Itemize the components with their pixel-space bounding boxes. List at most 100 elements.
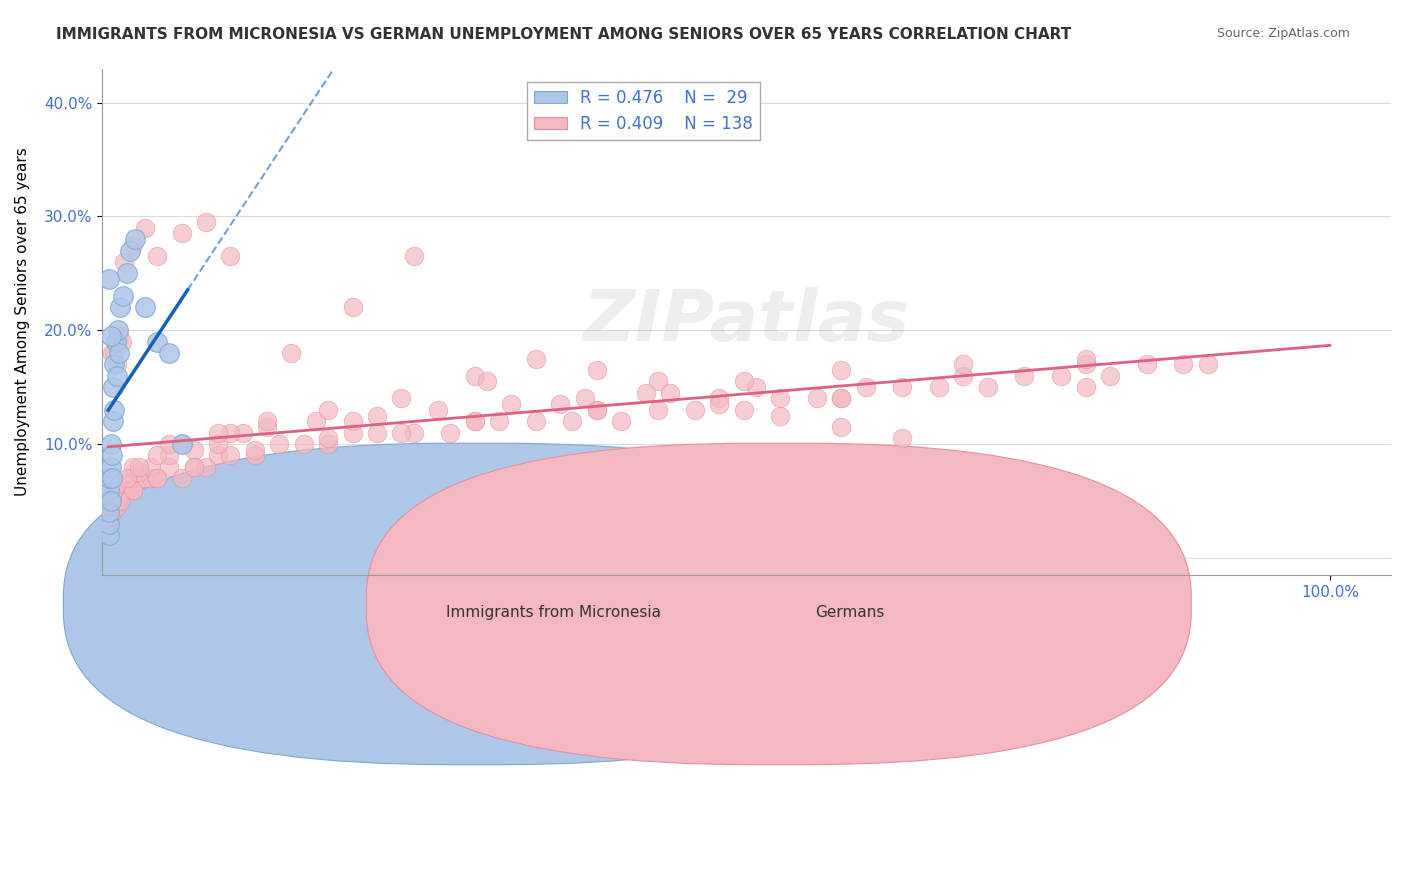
Point (103, 494, 125, 508)
Point (733, 402, 755, 417)
Point (928, 380, 950, 394)
Point (98, 272, 121, 286)
Point (391, 392, 413, 406)
Point (134, 301, 156, 315)
Point (194, 459, 217, 474)
Point (342, 425, 364, 440)
Point (830, 392, 852, 406)
Point (269, 437, 291, 451)
Point (103, 483, 125, 497)
Point (769, 409, 792, 423)
Text: Immigrants from Micronesia: Immigrants from Micronesia (446, 605, 661, 620)
Point (464, 368, 486, 383)
Point (101, 380, 124, 394)
Point (101, 488, 124, 502)
Point (1098, 368, 1121, 383)
Point (952, 368, 974, 383)
Point (475, 375, 498, 389)
Point (647, 402, 669, 417)
Point (108, 483, 131, 497)
Point (110, 301, 132, 315)
Point (586, 363, 609, 377)
Legend: R = 0.476    N =  29, R = 0.409    N = 138: R = 0.476 N = 29, R = 0.409 N = 138 (527, 82, 759, 139)
Point (524, 351, 547, 366)
Point (707, 397, 730, 411)
Point (1074, 357, 1097, 371)
Point (112, 255, 135, 269)
Point (146, 471, 169, 485)
Point (855, 380, 877, 394)
Point (139, 471, 162, 485)
Point (830, 392, 852, 406)
Point (157, 346, 180, 360)
Point (183, 459, 205, 474)
Point (439, 425, 461, 440)
Point (100, 494, 122, 508)
Point (146, 449, 169, 463)
Point (830, 363, 852, 377)
Point (219, 249, 242, 263)
Point (170, 437, 193, 451)
Point (219, 425, 242, 440)
Point (101, 414, 124, 428)
Text: IMMIGRANTS FROM MICRONESIA VS GERMAN UNEMPLOYMENT AMONG SENIORS OVER 65 YEARS CO: IMMIGRANTS FROM MICRONESIA VS GERMAN UNE… (56, 27, 1071, 42)
Point (170, 227, 193, 241)
Point (157, 437, 180, 451)
Point (111, 289, 134, 303)
Point (574, 392, 596, 406)
Point (108, 329, 131, 343)
Point (103, 346, 125, 360)
Point (121, 459, 143, 474)
Point (104, 494, 127, 508)
Point (733, 375, 755, 389)
Point (104, 334, 127, 349)
Point (115, 476, 138, 491)
Point (256, 414, 278, 428)
Point (183, 442, 205, 457)
Point (280, 346, 302, 360)
Point (134, 220, 156, 235)
Point (402, 425, 425, 440)
Point (98, 505, 121, 519)
Point (115, 471, 138, 485)
Point (659, 385, 682, 400)
Point (101, 471, 124, 485)
Point (1136, 357, 1159, 371)
Point (101, 500, 124, 514)
Point (111, 334, 134, 349)
Point (121, 238, 143, 252)
Point (427, 402, 450, 417)
Point (121, 483, 143, 497)
Point (101, 346, 124, 360)
Point (342, 301, 364, 315)
Point (98, 471, 121, 485)
Point (146, 471, 169, 485)
Point (316, 437, 339, 451)
Point (256, 420, 278, 434)
Point (107, 323, 129, 337)
Point (219, 449, 242, 463)
Point (134, 471, 156, 485)
Point (108, 346, 131, 360)
Point (1197, 357, 1219, 371)
Text: Source: ZipAtlas.com: Source: ZipAtlas.com (1216, 27, 1350, 40)
Point (107, 494, 129, 508)
Point (115, 483, 138, 497)
Point (305, 414, 328, 428)
Point (98, 483, 121, 497)
FancyBboxPatch shape (367, 443, 1191, 764)
Point (128, 471, 150, 485)
Point (105, 483, 128, 497)
Point (243, 442, 266, 457)
Point (146, 249, 169, 263)
Point (830, 420, 852, 434)
FancyBboxPatch shape (63, 443, 889, 764)
Point (548, 397, 571, 411)
Point (157, 459, 180, 474)
Point (586, 402, 609, 417)
Point (100, 329, 122, 343)
Point (501, 397, 523, 411)
Point (769, 392, 792, 406)
Point (561, 414, 583, 428)
Point (464, 414, 486, 428)
